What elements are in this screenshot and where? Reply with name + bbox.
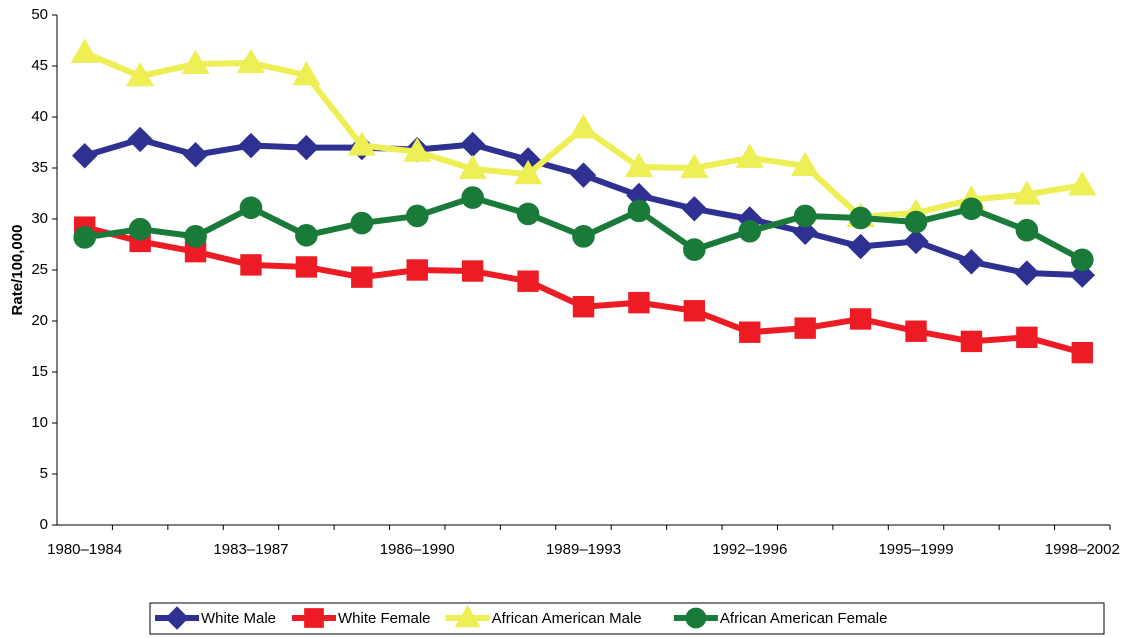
x-tick-label: 1998–2002 (1045, 541, 1120, 558)
point-marker (960, 197, 983, 221)
point-marker (406, 259, 428, 281)
x-tick-label: 1980–1984 (47, 541, 122, 558)
point-marker (794, 317, 816, 339)
point-marker (1015, 218, 1039, 242)
point-marker (849, 308, 872, 330)
point-marker (738, 219, 762, 243)
legend-label: White Female (338, 610, 431, 627)
legend-marker (685, 607, 707, 629)
y-tick-label: 5 (40, 465, 48, 482)
point-marker (517, 270, 539, 292)
point-marker (905, 320, 927, 342)
point-marker (791, 151, 820, 177)
point-marker (461, 260, 484, 282)
legend-marker (304, 608, 324, 628)
point-marker (184, 225, 207, 248)
point-marker (514, 159, 543, 185)
legend-marker (165, 606, 189, 630)
point-marker (904, 210, 928, 234)
point-marker (73, 226, 97, 249)
y-tick-label: 40 (31, 108, 48, 125)
point-marker (792, 219, 818, 245)
point-marker (739, 321, 761, 343)
y-tick-label: 25 (31, 261, 48, 278)
y-axis-label: Rate/100,000 (9, 225, 26, 316)
point-marker (735, 143, 764, 168)
point-marker (793, 204, 817, 228)
point-marker (1071, 341, 1093, 364)
point-marker (683, 238, 706, 261)
point-marker (293, 134, 320, 161)
y-tick-label: 0 (40, 516, 48, 533)
x-tick-label: 1995–1999 (878, 541, 953, 558)
point-marker (569, 114, 598, 139)
point-marker (903, 228, 929, 255)
point-marker (1012, 180, 1041, 205)
point-marker (127, 126, 153, 153)
point-marker (683, 300, 706, 322)
y-tick-label: 50 (31, 6, 48, 23)
y-tick-label: 45 (31, 57, 48, 74)
point-marker (238, 132, 264, 159)
point-marker (572, 296, 595, 318)
point-marker (351, 266, 373, 288)
point-marker (350, 211, 374, 235)
point-marker (295, 256, 318, 278)
point-marker (72, 143, 98, 169)
point-marker (292, 60, 321, 86)
point-marker (1016, 326, 1038, 349)
point-marker (624, 152, 653, 178)
point-marker (680, 153, 709, 179)
point-marker (70, 38, 99, 63)
point-marker (958, 249, 985, 275)
point-marker (459, 131, 486, 158)
y-tick-label: 15 (31, 363, 48, 380)
point-marker (572, 225, 595, 248)
y-tick-label: 20 (31, 312, 48, 329)
point-marker (458, 154, 487, 180)
point-marker (1068, 171, 1097, 196)
point-marker (849, 206, 872, 230)
point-marker (627, 199, 651, 223)
point-marker (181, 49, 210, 75)
point-marker (182, 142, 209, 168)
y-tick-label: 10 (31, 414, 48, 431)
x-tick-label: 1986–1990 (380, 541, 455, 558)
legend-marker (454, 604, 481, 628)
point-marker (570, 162, 597, 188)
point-marker (516, 202, 540, 226)
legend-label: African American Male (492, 610, 642, 627)
x-tick-label: 1992–1996 (712, 541, 787, 558)
point-marker (1070, 248, 1094, 272)
legend-label: White Male (201, 610, 276, 627)
point-marker (1014, 260, 1040, 286)
point-marker (403, 137, 432, 162)
point-marker (236, 48, 266, 74)
legend-label: African American Female (720, 610, 888, 627)
point-marker (240, 254, 262, 276)
point-marker (347, 131, 376, 156)
point-marker (681, 196, 708, 222)
point-marker (239, 196, 263, 220)
point-marker (128, 217, 152, 241)
point-marker (628, 291, 650, 314)
point-marker (960, 330, 983, 353)
y-tick-label: 30 (31, 210, 48, 227)
x-tick-label: 1983–1987 (213, 541, 288, 558)
point-marker (461, 186, 484, 209)
y-tick-label: 35 (31, 159, 48, 176)
point-marker (847, 233, 874, 260)
point-marker (126, 62, 155, 87)
point-marker (405, 204, 429, 228)
x-tick-label: 1989–1993 (546, 541, 621, 558)
point-marker (295, 224, 318, 247)
